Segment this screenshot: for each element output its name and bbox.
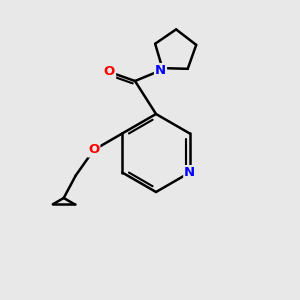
Text: N: N [184, 166, 195, 179]
Text: N: N [155, 64, 166, 77]
Text: O: O [104, 65, 115, 79]
Text: O: O [88, 143, 99, 157]
